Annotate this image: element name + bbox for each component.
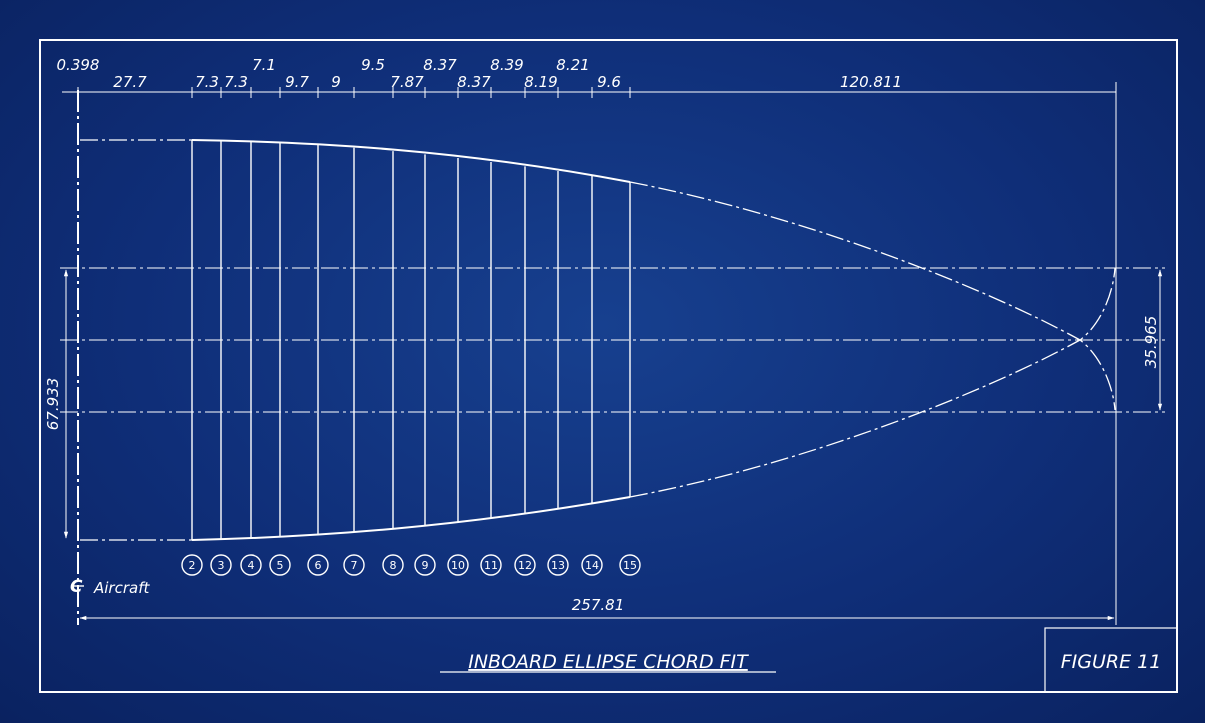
station-bubble-15: 15 bbox=[619, 554, 641, 576]
station-number: 9 bbox=[422, 559, 429, 572]
station-bubble-6: 6 bbox=[307, 554, 329, 576]
drawing-title: INBOARD ELLIPSE CHORD FIT bbox=[468, 651, 749, 673]
top-dimension-value: 27.7 bbox=[113, 73, 147, 91]
top-dimension-value: 9.6 bbox=[597, 73, 621, 91]
drawing-border bbox=[39, 39, 1178, 693]
station-number: 4 bbox=[248, 559, 255, 572]
station-bubble-14: 14 bbox=[581, 554, 603, 576]
figure-box bbox=[1044, 627, 1178, 693]
top-dimension-value: 9 bbox=[331, 73, 341, 91]
top-dimension-value: 8.39 bbox=[490, 56, 523, 74]
station-number: 13 bbox=[551, 559, 565, 572]
top-dimension-value: 9.7 bbox=[285, 73, 309, 91]
station-bubble-11: 11 bbox=[480, 554, 502, 576]
top-dimension-ticks bbox=[77, 87, 631, 98]
overall-length-value: 257.81 bbox=[572, 596, 625, 614]
station-bubble-4: 4 bbox=[240, 554, 262, 576]
station-bubble-13: 13 bbox=[547, 554, 569, 576]
right-height-value: 35.965 bbox=[1142, 316, 1160, 369]
station-bubble-3: 3 bbox=[210, 554, 232, 576]
top-dimension-value: 8.37 bbox=[457, 73, 491, 91]
top-dimension-value: 7.87 bbox=[390, 73, 424, 91]
station-number: 3 bbox=[218, 559, 225, 572]
station-bubbles: 2 3 4 5 6 7 8 9 10 11 12 13 14 15 bbox=[181, 554, 641, 576]
top-dimension-value: 8.21 bbox=[556, 56, 589, 74]
trailing-edge-solid bbox=[191, 496, 631, 541]
station-number: 7 bbox=[351, 559, 358, 572]
station-number: 14 bbox=[585, 559, 599, 572]
station-bubble-12: 12 bbox=[514, 554, 536, 576]
top-dimension-value: 7.3 bbox=[224, 73, 248, 91]
centerline-label: Aircraft bbox=[93, 579, 150, 597]
ellipse-upper-continuation bbox=[629, 181, 1116, 411]
station-bubble-9: 9 bbox=[414, 554, 436, 576]
station-bubble-8: 8 bbox=[382, 554, 404, 576]
figure-label: FIGURE 11 bbox=[1061, 651, 1162, 673]
top-dimension-value: 8.37 bbox=[423, 56, 457, 74]
left-height-value: 67.933 bbox=[44, 378, 62, 431]
top-dimension-value: 8.19 bbox=[524, 73, 557, 91]
station-number: 10 bbox=[451, 559, 465, 572]
top-dimension-value: 7.3 bbox=[195, 73, 219, 91]
top-dimension-value: 9.5 bbox=[361, 56, 385, 74]
top-dimension-value: 120.811 bbox=[840, 73, 902, 91]
station-number: 15 bbox=[623, 559, 637, 572]
top-dimension-value: 0.398 bbox=[57, 56, 100, 74]
station-number: 5 bbox=[277, 559, 284, 572]
station-bubble-2: 2 bbox=[181, 554, 203, 576]
station-number: 11 bbox=[484, 559, 498, 572]
station-bubble-5: 5 bbox=[269, 554, 291, 576]
leading-edge-solid bbox=[191, 139, 631, 183]
svg-text:C: C bbox=[70, 577, 83, 597]
top-dimension-value: 7.1 bbox=[252, 56, 276, 74]
station-bubble-10: 10 bbox=[447, 554, 469, 576]
station-number: 6 bbox=[315, 559, 322, 572]
station-bubble-7: 7 bbox=[343, 554, 365, 576]
station-number: 8 bbox=[390, 559, 397, 572]
station-number: 2 bbox=[189, 559, 196, 572]
centerline-symbol-icon: C bbox=[70, 577, 84, 597]
ellipse-lower-continuation bbox=[629, 267, 1116, 498]
station-number: 12 bbox=[518, 559, 532, 572]
